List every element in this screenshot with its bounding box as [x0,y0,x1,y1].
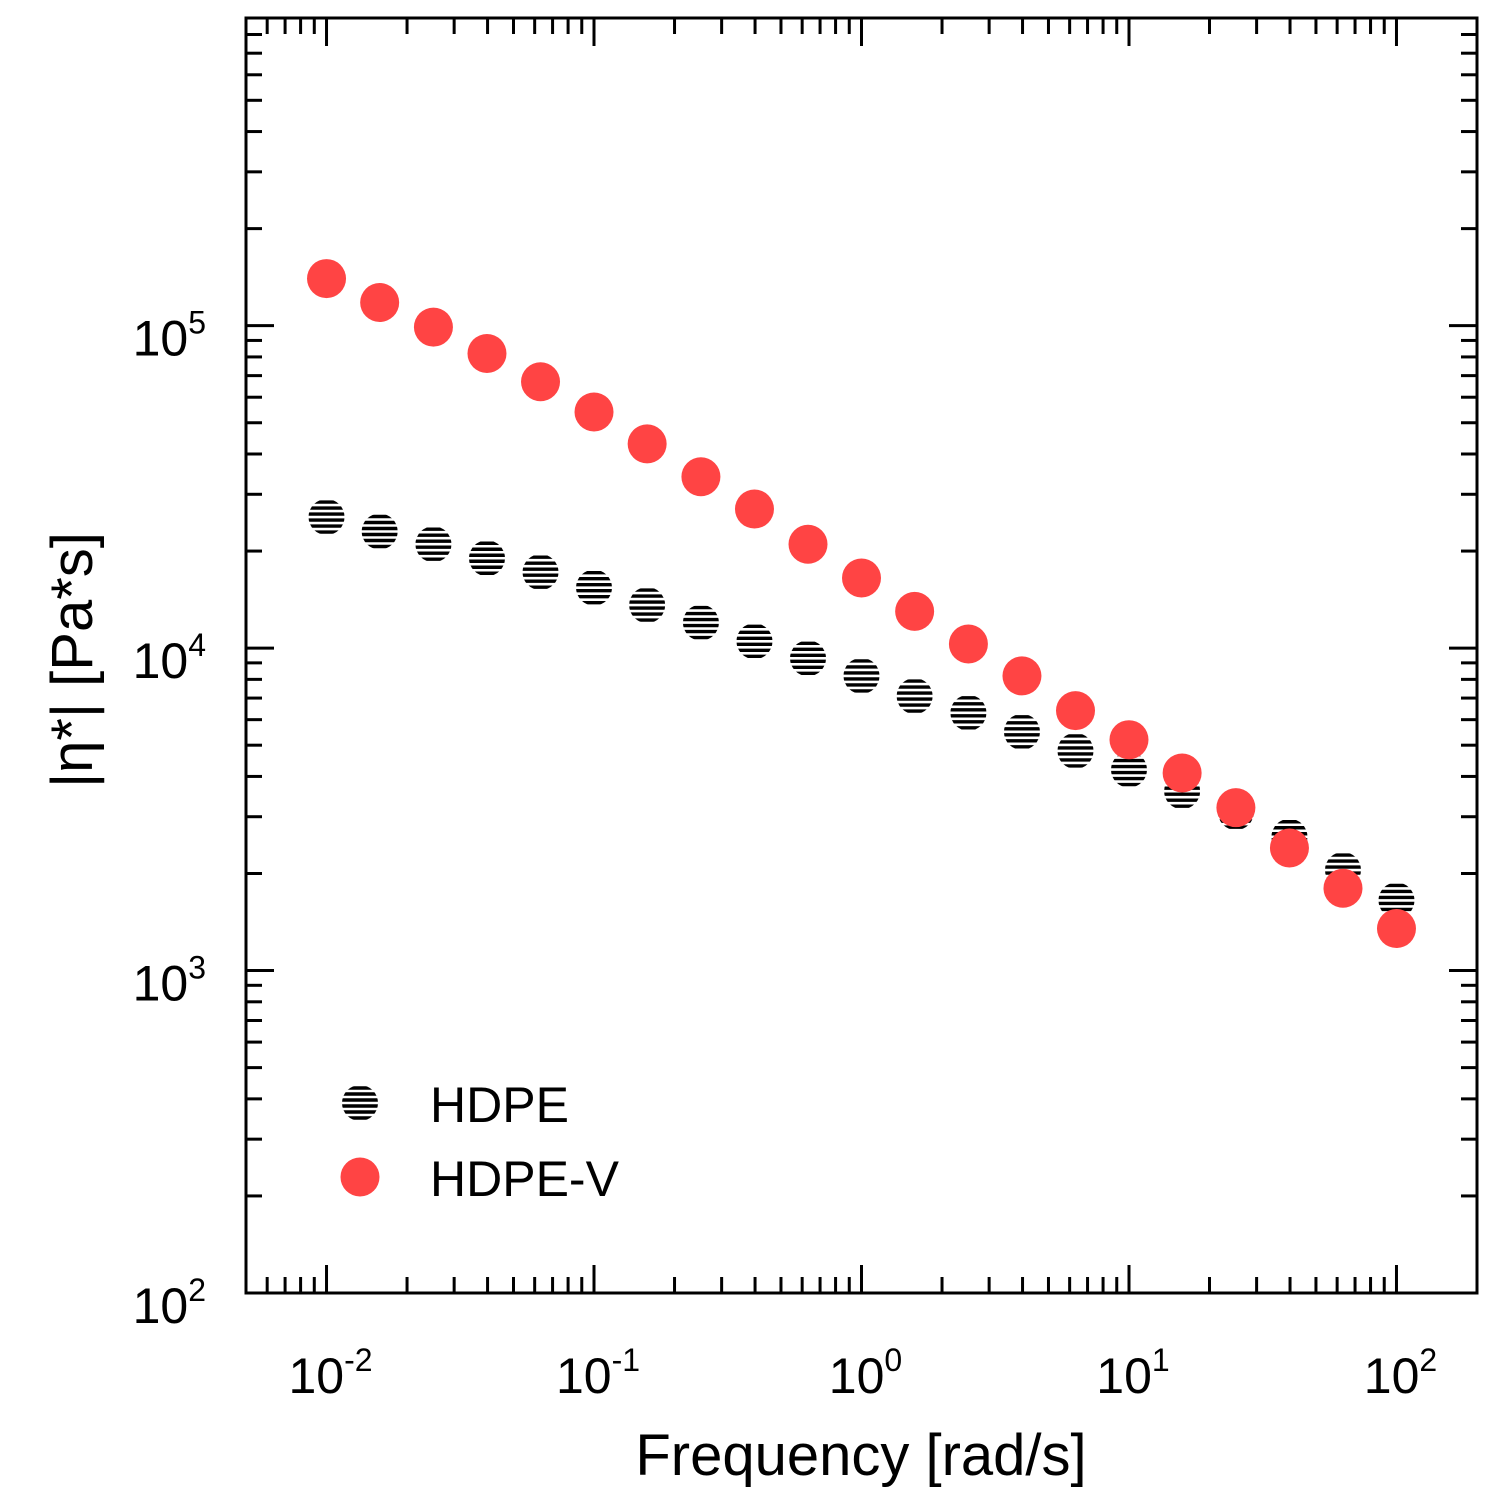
axis-ticks [244,16,1479,1295]
x-tick-label: 10-2 [288,1342,372,1404]
data-point-hdpe-v [1055,691,1095,731]
data-point-hdpe-v [681,457,721,497]
legend-label-hdpe-v: HDPE-V [430,1151,620,1207]
data-point-hdpe-v [734,489,774,529]
data-point-hdpe [308,500,345,534]
data-point-hdpe-v [788,524,828,564]
x-tick-label: 101 [1096,1342,1169,1404]
y-tick-label: 102 [133,1272,206,1334]
legend-marker-hdpe-v [340,1157,380,1197]
data-point-hdpe-v [467,333,507,373]
data-point-hdpe-v [1323,868,1363,908]
data-series [307,259,1416,949]
legend: HDPE HDPE-V [340,1077,620,1207]
data-point-hdpe [896,679,933,713]
legend-symbol-filled [340,1157,380,1197]
data-point-hdpe-v [521,362,561,402]
data-point-hdpe-v [360,283,400,323]
y-tick-label: 103 [133,950,206,1012]
y-tick-label: 105 [133,305,206,367]
y-tick-label: 104 [133,627,206,689]
data-point-hdpe [629,588,666,622]
data-point-hdpe-v [842,558,881,598]
axis-tick-labels: 10-2 10-1 100 101 102 102 103 104 105 [133,305,1438,1404]
data-point-hdpe [415,527,452,561]
data-point-hdpe-v [1002,656,1042,696]
legend-label-hdpe: HDPE [430,1077,569,1133]
data-point-hdpe-v [1109,720,1149,760]
data-point-hdpe [522,555,559,589]
data-point-hdpe [576,570,613,605]
data-point-hdpe [361,514,398,549]
data-point-hdpe-v [574,392,614,432]
y-axis-title: |η*| [Pa*s] [40,532,105,788]
data-point-hdpe-v [948,624,988,664]
series-hdpe-v [307,259,1416,949]
data-point-hdpe [1003,715,1040,749]
x-tick-label: 10-1 [556,1342,640,1404]
data-point-hdpe-v [1376,909,1416,949]
x-tick-label: 102 [1364,1342,1437,1404]
legend-marker-hdpe [342,1086,378,1120]
data-point-hdpe-v [307,259,347,299]
x-tick-label: 100 [829,1342,902,1404]
legend-symbol-hatched [342,1086,378,1120]
data-point-hdpe-v [1216,788,1256,828]
data-point-hdpe [843,659,880,693]
data-point-hdpe-v [1162,753,1202,793]
x-axis-title: Frequency [rad/s] [635,1423,1086,1488]
data-point-hdpe [468,541,505,575]
data-point-hdpe [682,605,719,640]
data-point-hdpe [790,641,827,675]
data-point-hdpe [1057,734,1094,768]
data-point-hdpe-v [627,424,667,464]
data-point-hdpe [736,624,773,658]
data-point-hdpe-v [1269,828,1309,868]
data-point-hdpe-v [895,591,935,631]
data-point-hdpe [950,696,987,730]
data-point-hdpe-v [413,307,453,347]
